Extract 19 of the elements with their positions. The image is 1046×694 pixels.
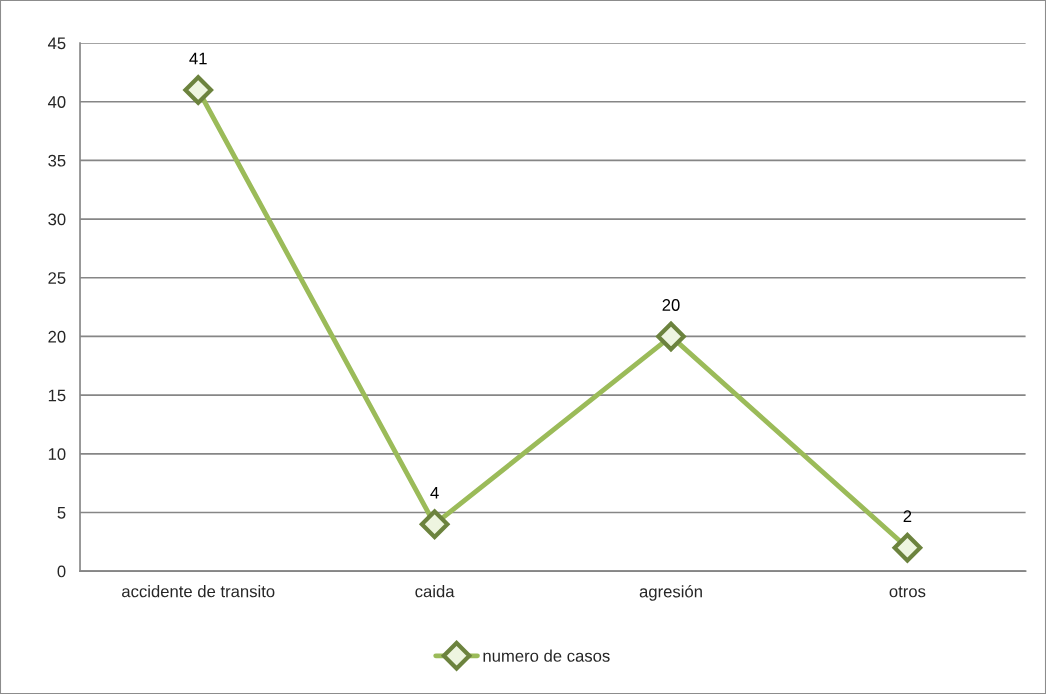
y-tick-label: 35 [48, 154, 66, 167]
y-tick-label: 25 [48, 272, 66, 284]
x-tick-label: accidente de transito [122, 585, 275, 598]
y-tick-label: 15 [48, 389, 66, 402]
x-tick-label: agresión [639, 585, 702, 601]
x-tick-label: otros [889, 586, 926, 598]
y-tick-label: 40 [47, 96, 66, 108]
data-label: 20 [662, 299, 680, 311]
y-tick-label: 45 [47, 37, 66, 50]
y-tick-label: 20 [48, 330, 66, 343]
x-tick-label: caida [415, 585, 455, 598]
y-tick-label: 10 [48, 448, 66, 460]
data-label: 41 [189, 52, 207, 65]
data-label: 4 [430, 487, 439, 499]
y-tick-label: 0 [57, 565, 66, 578]
y-tick-label: 5 [57, 507, 66, 519]
data-label: 2 [903, 510, 912, 523]
legend-label: numero de casos [483, 649, 610, 662]
y-tick-label: 30 [48, 213, 66, 226]
